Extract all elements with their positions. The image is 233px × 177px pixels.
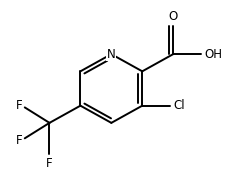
Text: N: N xyxy=(107,48,116,61)
Text: F: F xyxy=(15,99,22,112)
Text: Cl: Cl xyxy=(173,99,185,112)
Text: O: O xyxy=(168,10,178,23)
Text: F: F xyxy=(46,157,53,170)
Text: OH: OH xyxy=(204,48,222,61)
Text: F: F xyxy=(15,133,22,147)
